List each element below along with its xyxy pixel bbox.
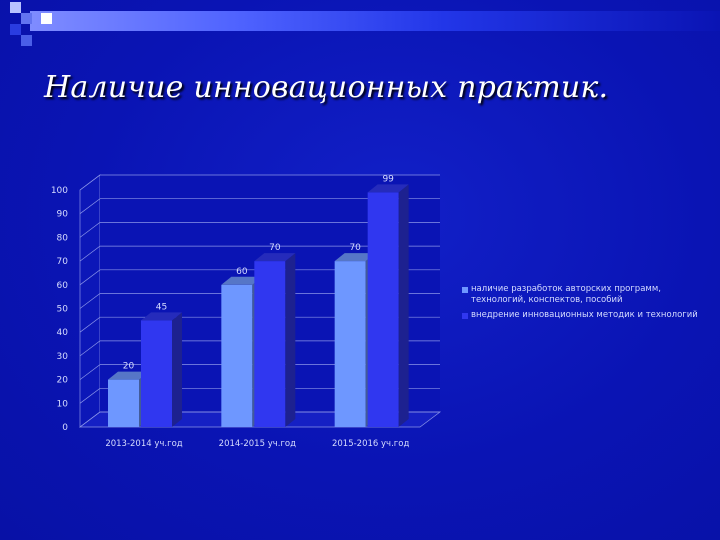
bar-top <box>221 276 263 285</box>
y-tick-label: 80 <box>57 233 69 243</box>
gridline <box>79 293 440 309</box>
chart-bars <box>108 184 409 427</box>
y-tick-label: 30 <box>57 352 69 362</box>
bar-top <box>334 253 376 262</box>
bar <box>141 312 182 427</box>
y-tick-label: 100 <box>51 186 68 196</box>
y-tick-label: 60 <box>57 281 69 291</box>
y-tick-label: 40 <box>57 328 69 338</box>
gridline <box>79 269 440 286</box>
legend-swatch <box>462 313 468 319</box>
legend-item: внедрение инновационных методик и технол… <box>462 310 712 321</box>
legend-swatch <box>462 287 468 293</box>
bar-front <box>141 320 172 427</box>
data-label: 20 <box>123 362 135 372</box>
gridline <box>79 222 440 238</box>
data-label: 99 <box>382 174 394 184</box>
x-tick-label: 2015-2016 уч.год <box>332 439 409 449</box>
bar <box>367 184 409 427</box>
gridline <box>79 387 440 404</box>
y-tick-label: 70 <box>57 257 69 267</box>
bar <box>254 253 296 427</box>
gridline <box>79 245 440 262</box>
decor-square-5 <box>21 35 32 46</box>
decor-square-1 <box>10 2 21 13</box>
y-axis-ticks: 0 10 20 30 40 50 60 70 80 90 100 <box>51 186 68 433</box>
legend-label: внедрение инновационных методик и технол… <box>471 310 698 320</box>
bar-front <box>367 192 399 427</box>
legend-label: наличие разработок авторских программ, т… <box>471 284 661 305</box>
bar-front <box>221 284 253 427</box>
decor-square-3 <box>41 13 52 24</box>
bar-side <box>172 312 182 427</box>
y-tick-label: 90 <box>57 210 69 220</box>
x-tick-label: 2014-2015 уч.год <box>219 439 296 449</box>
gridline <box>79 340 440 357</box>
bar-front <box>254 261 286 427</box>
gridline <box>79 316 440 333</box>
gridline <box>79 411 440 428</box>
y-tick-label: 0 <box>62 423 68 433</box>
slide-title: Наличие инновационных практик. <box>44 70 609 105</box>
data-label: 60 <box>236 267 248 277</box>
top-decorative-bar <box>30 11 720 31</box>
data-labels: 20 45 60 70 70 99 <box>123 174 394 371</box>
bar-front <box>108 379 139 427</box>
bar-top <box>141 312 182 321</box>
x-tick-label: 2013-2014 уч.год <box>105 439 182 449</box>
bar-top <box>254 253 296 262</box>
x-axis-labels: 2013-2014 уч.год 2014-2015 уч.год 2015-201… <box>105 439 409 449</box>
data-label: 45 <box>156 302 167 312</box>
y-tick-label: 20 <box>57 376 69 386</box>
legend-item: наличие разработок авторских программ, т… <box>462 284 712 306</box>
decor-square-2 <box>21 13 32 24</box>
bar-front <box>334 261 366 427</box>
chart-legend: наличие разработок авторских программ, т… <box>462 284 712 325</box>
bar-side <box>398 184 409 427</box>
y-tick-label: 10 <box>57 399 69 409</box>
bar-side <box>285 253 296 427</box>
y-tick-label: 50 <box>57 305 69 315</box>
gridline <box>79 198 440 214</box>
data-label: 70 <box>269 243 281 253</box>
gridline <box>79 174 440 191</box>
bar-top <box>367 184 409 193</box>
chart-grid <box>79 174 440 428</box>
bar-top <box>108 371 149 380</box>
gridline <box>79 364 440 380</box>
decor-square-4 <box>10 24 21 35</box>
data-label: 70 <box>349 243 361 253</box>
